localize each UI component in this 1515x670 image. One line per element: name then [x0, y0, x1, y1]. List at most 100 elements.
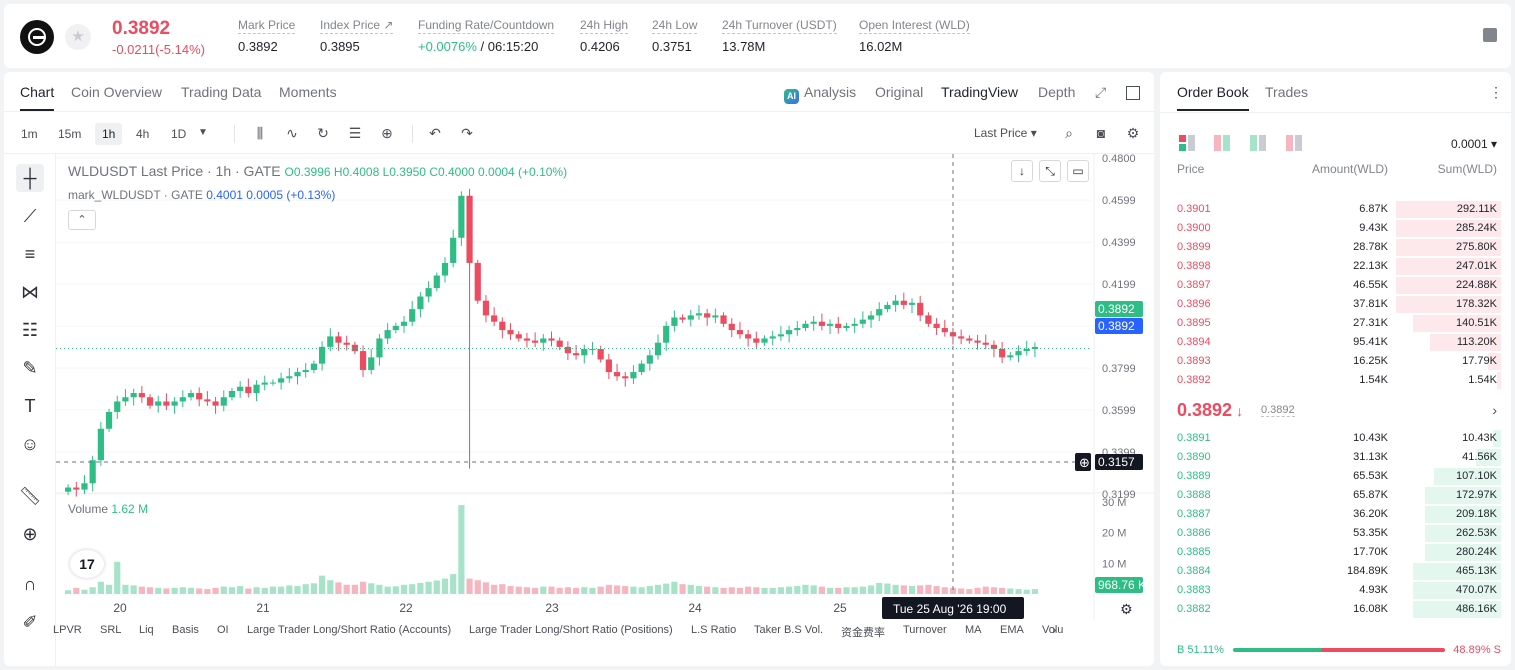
indicator-item[interactable]: Taker B.S Vol. [754, 624, 824, 636]
layout-asks-icon[interactable] [1286, 135, 1302, 151]
tab-order-book[interactable]: Order Book [1177, 84, 1249, 111]
bid-row[interactable]: 0.3887 36.20K 209.18K [1160, 505, 1511, 524]
timeframe-1h[interactable]: 1h [95, 123, 123, 145]
cell-sum: 1.54K [1468, 374, 1497, 386]
layout-bids-icon[interactable] [1250, 135, 1266, 151]
indicator-item[interactable]: 资金费率 [841, 627, 885, 639]
layout-split-icon[interactable] [1214, 135, 1230, 151]
chevron-down-icon[interactable]: ▼ [198, 127, 208, 138]
tab-chart[interactable]: Chart [20, 84, 55, 111]
indicator-item[interactable]: Turnover [903, 624, 947, 636]
timeframe-1m[interactable]: 1m [21, 127, 38, 141]
ask-row[interactable]: 0.3898 22.13K 247.01K [1160, 257, 1511, 276]
analysis-button[interactable]: AI Analysis [784, 84, 856, 104]
chevron-right-icon[interactable]: › [1052, 622, 1057, 637]
tradingview-chart[interactable]: 0.48000.45990.43990.41990.39990.37990.35… [56, 154, 1154, 666]
indicator-item[interactable]: L.S Ratio [691, 624, 737, 636]
magnet-icon[interactable]: ∩ [23, 574, 37, 594]
add-alert-icon[interactable]: ⊕ [381, 125, 393, 141]
timeframe-1d[interactable]: 1D [171, 127, 187, 141]
tab-coin-overview[interactable]: Coin Overview [71, 84, 163, 100]
scroll-down-icon[interactable]: ↓ [1011, 160, 1033, 182]
redo-icon[interactable]: ↷ [461, 125, 473, 141]
ask-row[interactable]: 0.3899 28.78K 275.80K [1160, 238, 1511, 257]
ask-row[interactable]: 0.3897 46.55K 224.88K [1160, 276, 1511, 295]
book-icon[interactable] [1483, 28, 1497, 42]
tab-trading-data[interactable]: Trading Data [181, 84, 262, 100]
candlestick-chart[interactable]: 0.48000.45990.43990.41990.39990.37990.35… [56, 154, 1154, 620]
cell-sum: 178.32K [1456, 298, 1497, 310]
camera-icon[interactable]: ◙ [1096, 125, 1106, 141]
bid-row[interactable]: 0.3885 17.70K 280.24K [1160, 543, 1511, 562]
search-icon[interactable]: ⌕ [1065, 125, 1073, 141]
indicator-item[interactable]: Volu [1042, 624, 1064, 636]
indicator-item[interactable]: Large Trader Long/Short Ratio (Positions… [469, 624, 673, 636]
bid-row[interactable]: 0.3891 10.43K 10.43K [1160, 429, 1511, 448]
view-depth[interactable]: Depth [1038, 84, 1076, 100]
tab-trades[interactable]: Trades [1265, 84, 1309, 100]
bid-row[interactable]: 0.3884 184.89K 465.13K [1160, 562, 1511, 581]
indicator-item[interactable]: Liq [139, 624, 154, 636]
undo-icon[interactable]: ↶ [429, 125, 441, 141]
ask-row[interactable]: 0.3896 37.81K 178.32K [1160, 295, 1511, 314]
timeframe-4h[interactable]: 4h [136, 127, 150, 141]
bid-row[interactable]: 0.3886 53.35K 262.53K [1160, 524, 1511, 543]
pencil-icon[interactable]: ✐ [22, 612, 38, 632]
ask-row[interactable]: 0.3901 6.87K 292.11K [1160, 200, 1511, 219]
bid-row[interactable]: 0.3883 4.93K 470.07K [1160, 581, 1511, 600]
indicator-item[interactable]: SRL [100, 624, 122, 636]
ask-row[interactable]: 0.3894 95.41K 113.20K [1160, 333, 1511, 352]
indicator-item[interactable]: LPVR [53, 624, 82, 636]
bid-row[interactable]: 0.3890 31.13K 41.56K [1160, 448, 1511, 467]
window-icon[interactable] [1126, 86, 1140, 100]
stat-value: 0.3892 [238, 39, 278, 54]
depth-bar [1413, 582, 1501, 599]
bid-row[interactable]: 0.3888 65.87K 172.97K [1160, 486, 1511, 505]
layout-both-icon[interactable] [1179, 135, 1195, 151]
candle-body [728, 323, 735, 331]
price-source-select[interactable]: Last Price ▾ [974, 126, 1037, 140]
horizontal-lines-icon[interactable]: ≡ [24, 244, 36, 264]
expand-icon[interactable]: ⤢ [1095, 84, 1107, 100]
volume-value-tag: 968.76 K [1098, 578, 1146, 592]
ask-row[interactable]: 0.3900 9.43K 285.24K [1160, 219, 1511, 238]
ask-row[interactable]: 0.3892 1.54K 1.54K [1160, 371, 1511, 390]
candle-type-icon[interactable]: ⫼ [256, 125, 264, 141]
favorite-star-icon[interactable]: ★ [65, 24, 91, 50]
tab-moments[interactable]: Moments [279, 84, 337, 100]
indicator-item[interactable]: MA [965, 624, 982, 636]
ruler-icon[interactable]: 📏︎ [18, 486, 42, 506]
emoji-icon[interactable]: ☺ [20, 434, 40, 454]
collapse-legend-button[interactable]: ⌃ [68, 210, 96, 230]
brush-icon[interactable]: ✎ [22, 358, 38, 378]
trend-line-icon[interactable]: ⟋ [23, 206, 37, 226]
chart-tabs: Chart Coin Overview Trading Data Moments… [4, 72, 1154, 112]
indicator-item[interactable]: OI [217, 624, 229, 636]
ask-row[interactable]: 0.3893 16.25K 17.79K [1160, 352, 1511, 371]
bid-row[interactable]: 0.3882 16.08K 486.16K [1160, 600, 1511, 619]
indicator-icon[interactable]: ∿ [286, 125, 298, 141]
maximize-icon[interactable]: ▭ [1067, 160, 1089, 182]
pattern-icon[interactable]: ⋈ [21, 282, 39, 302]
gear-icon[interactable]: ⚙ [1126, 125, 1140, 141]
indicator-item[interactable]: Large Trader Long/Short Ratio (Accounts) [247, 624, 452, 636]
bid-row[interactable]: 0.3889 65.53K 107.10K [1160, 467, 1511, 486]
indicator-item[interactable]: Basis [172, 624, 199, 636]
more-icon[interactable]: ⋮ [1489, 84, 1503, 100]
precision-select[interactable]: 0.0001 ▾ [1450, 137, 1497, 151]
shrink-icon[interactable]: ⤡ [1039, 160, 1061, 182]
text-icon[interactable]: T [24, 396, 36, 416]
candle-body [425, 288, 432, 297]
indicator-item[interactable]: EMA [1000, 624, 1024, 636]
fib-icon[interactable]: ☷ [21, 320, 39, 340]
template-icon[interactable]: ☰ [348, 125, 362, 141]
timeframe-15m[interactable]: 15m [58, 127, 82, 141]
replay-icon[interactable]: ↻ [317, 125, 329, 141]
crosshair-icon[interactable]: ┼ [16, 164, 44, 192]
chevron-right-icon[interactable]: › [1492, 402, 1497, 418]
ask-row[interactable]: 0.3895 27.31K 140.51K [1160, 314, 1511, 333]
view-tradingview[interactable]: TradingView [941, 84, 1019, 100]
zoom-icon[interactable]: ⊕ [22, 524, 38, 544]
stat-index-price[interactable]: Index Price ↗ 0.3895 [320, 18, 394, 54]
view-original[interactable]: Original [875, 84, 924, 100]
